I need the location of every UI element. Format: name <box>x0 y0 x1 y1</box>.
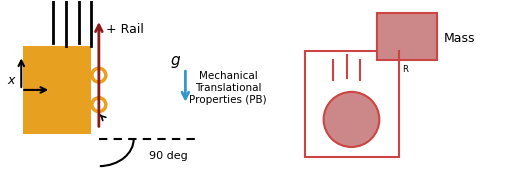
Text: x: x <box>8 74 15 87</box>
Text: g: g <box>171 53 180 68</box>
Bar <box>24 46 91 134</box>
Text: 90 deg: 90 deg <box>149 151 188 161</box>
Text: Mechanical
Translational
Properties (PB): Mechanical Translational Properties (PB) <box>190 71 267 104</box>
Text: + Rail: + Rail <box>106 23 144 36</box>
Text: Mass: Mass <box>444 32 475 45</box>
Circle shape <box>323 92 379 147</box>
Text: R: R <box>402 65 408 74</box>
Bar <box>305 51 399 157</box>
Bar <box>377 13 437 60</box>
